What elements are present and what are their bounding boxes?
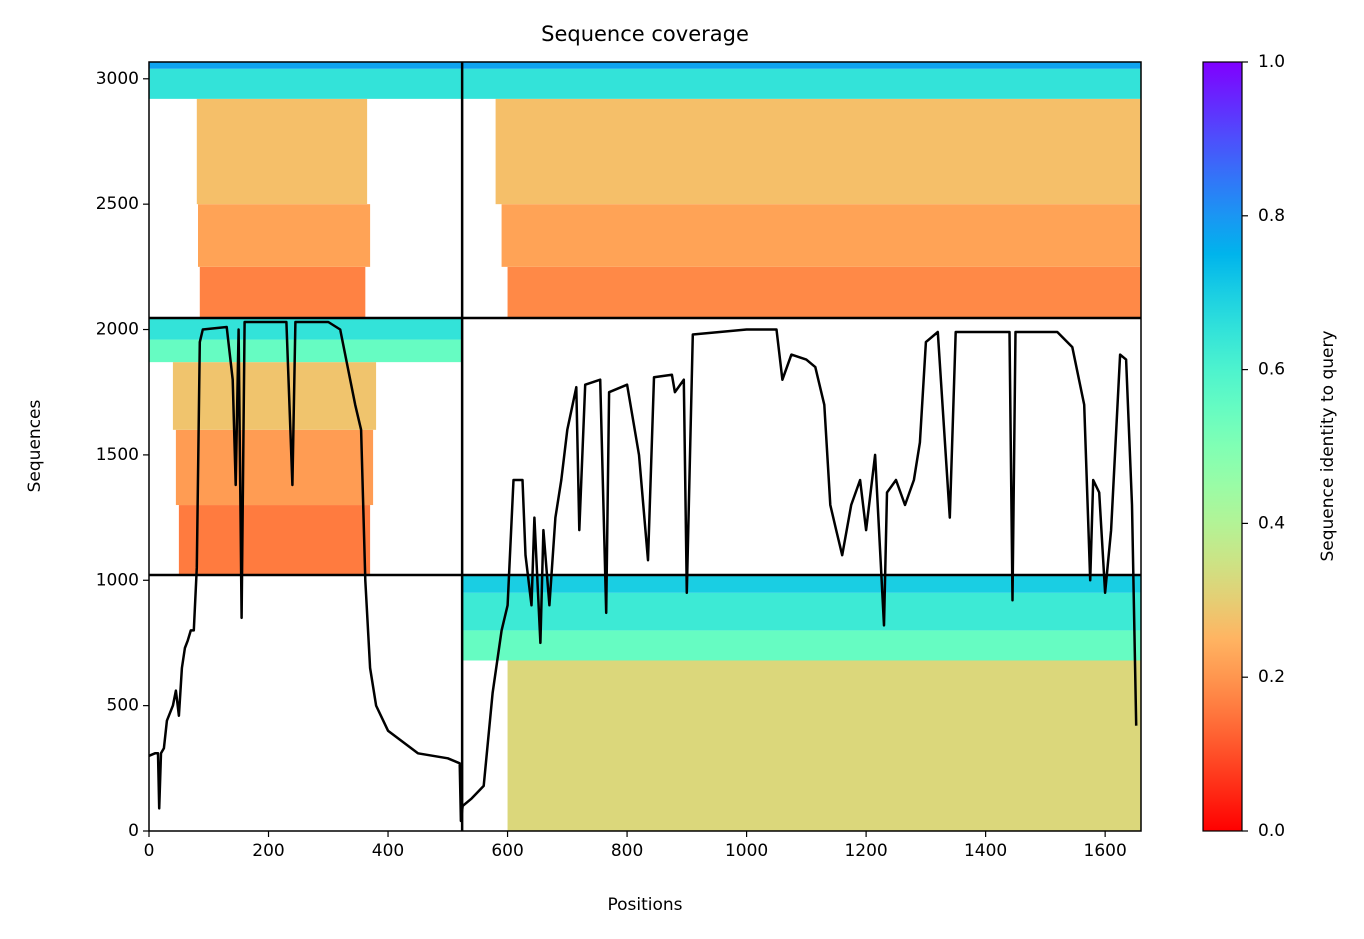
- identity-region: [198, 204, 371, 267]
- x-tick-label: 400: [372, 841, 404, 861]
- identity-region: [462, 68, 1142, 99]
- y-axis-label: Sequences: [25, 400, 45, 493]
- coverage-line: [148, 320, 1138, 823]
- identity-region: [175, 429, 374, 506]
- x-tick-label: 1400: [964, 841, 1007, 861]
- identity-region: [149, 68, 463, 99]
- y-tick-label: 1000: [96, 570, 139, 590]
- chart-title: Sequence coverage: [541, 22, 749, 46]
- identity-region: [462, 575, 1142, 593]
- identity-region: [149, 339, 463, 363]
- colorbar-tick-label: 0.4: [1258, 513, 1285, 533]
- identity-region: [495, 98, 1141, 205]
- y-tick-label: 1500: [96, 445, 139, 465]
- identity-region: [149, 62, 463, 69]
- y-tick-label: 2500: [96, 194, 139, 214]
- colorbar-tick-label: 0.8: [1258, 206, 1285, 226]
- identity-region: [462, 62, 1142, 69]
- colorbar-label: Sequence identity to query: [1318, 330, 1338, 561]
- identity-region: [507, 266, 1142, 318]
- plot-frame: [148, 61, 1142, 832]
- colorbar-tick-label: 0.0: [1258, 821, 1285, 841]
- y-tick-label: 2000: [96, 320, 139, 340]
- identity-region: [199, 266, 366, 318]
- y-tick-label: 3000: [96, 69, 139, 89]
- identity-region: [501, 204, 1141, 267]
- colorbar-tick-label: 1.0: [1258, 52, 1285, 72]
- identity-region: [507, 660, 1142, 831]
- y-tick-label: 500: [107, 696, 139, 716]
- colorbar-tick-label: 0.2: [1258, 667, 1285, 687]
- identity-region: [172, 362, 377, 430]
- identity-region: [196, 98, 368, 205]
- colorbar: [1202, 61, 1243, 832]
- x-tick-label: 800: [611, 841, 643, 861]
- x-tick-label: 1600: [1084, 841, 1127, 861]
- y-tick-label: 0: [128, 821, 139, 841]
- x-tick-label: 1000: [725, 841, 768, 861]
- x-tick-label: 200: [252, 841, 284, 861]
- identity-region: [462, 630, 1142, 661]
- x-tick-label: 600: [491, 841, 523, 861]
- identity-region: [462, 592, 1142, 631]
- x-tick-label: 0: [144, 841, 155, 861]
- colorbar-tick-label: 0.6: [1258, 360, 1285, 380]
- plot-area: [148, 62, 1142, 831]
- x-axis-label: Positions: [607, 895, 682, 915]
- x-tick-label: 1200: [844, 841, 887, 861]
- identity-region: [178, 505, 371, 576]
